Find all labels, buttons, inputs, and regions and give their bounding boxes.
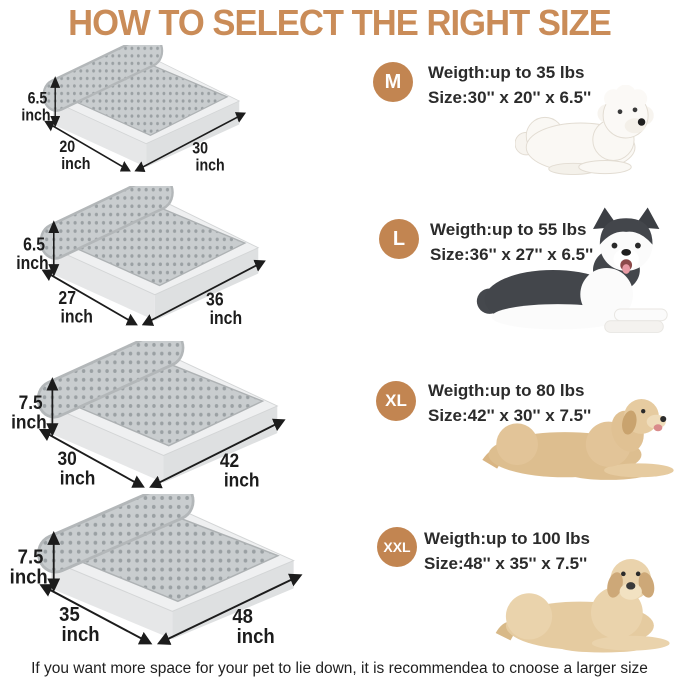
width-value: 35 [59,605,80,627]
size-info-xl: Weigth:up to 80 lbs Size:42'' x 30'' x 7… [428,378,591,428]
size-info-xxl: Weigth:up to 100 lbs Size:48'' x 35'' x … [424,526,590,576]
length-arrow [134,112,247,172]
bed-bolster [44,45,162,110]
length-value: 36 [206,289,224,310]
width-unit: inch [60,467,96,489]
width-value: 30 [57,447,76,469]
dog-nose [660,416,667,423]
dog-nose [626,582,636,590]
weight-text: Weigth:up to 100 lbs [424,529,590,548]
size-badge-l: L [379,219,419,259]
width-arrow [41,269,138,326]
size-text: Size:48'' x 35'' x 7.5'' [424,554,588,573]
pet-bed-image: 7.5 inch 35 inch 48 inch [10,494,303,649]
length-arrow [149,418,286,489]
weight-text: Weigth:up to 55 lbs [430,220,587,239]
width-unit: inch [62,625,100,647]
dog-nose [621,248,632,256]
size-badge-xxl: XXL [377,527,417,567]
height-value: 7.5 [19,391,43,413]
white-fluffy-dog-image [515,85,654,175]
length-value: 48 [232,607,253,629]
height-value: 6.5 [23,233,45,254]
length-value: 30 [192,140,208,158]
length-value: 42 [220,449,239,471]
height-value: 7.5 [18,547,44,569]
size-text: Size:36'' x 27'' x 6.5'' [430,245,594,264]
width-unit: inch [61,155,90,173]
width-arrow [38,428,145,488]
size-badge-m: M [373,62,413,102]
height-unit: inch [11,410,47,432]
length-arrow [156,573,303,645]
height-value: 6.5 [28,90,48,108]
size-badge-xl: XL [376,381,416,421]
length-unit: inch [237,627,275,649]
length-unit: inch [224,469,260,491]
footer-note: If you want more space for your pet to l… [31,660,648,677]
weight-text: Weigth:up to 80 lbs [428,381,585,400]
pet-bed-image: 6.5 inch 20 inch 30 inch [21,45,247,175]
height-unit: inch [10,567,48,589]
length-arrow [141,259,266,326]
labrador-dog-image [495,559,670,653]
husky-dog-image [476,207,668,333]
dog-mouth [653,424,663,432]
dog-tongue [622,264,631,274]
width-value: 20 [59,138,75,156]
width-value: 27 [58,287,76,308]
height-unit: inch [16,252,48,273]
size-info-l: Weigth:up to 55 lbs Size:36'' x 27'' x 6… [430,217,593,267]
length-unit: inch [210,307,242,328]
pet-bed-image: 7.5 inch 30 inch 42 inch [11,341,286,491]
pet-bed-image: 6.5 inch 27 inch 36 inch [16,186,266,328]
dog-ear [638,572,655,598]
height-unit: inch [21,106,50,124]
size-text: Size:42'' x 30'' x 7.5'' [428,406,592,425]
width-arrow [39,584,153,645]
golden-retriever-dog-image [482,399,674,480]
size-text: Size:30'' x 20'' x 6.5'' [428,88,592,107]
dog-nose [637,118,646,126]
width-arrow [44,120,131,172]
dog-ear [622,410,637,435]
width-unit: inch [60,305,92,326]
length-unit: inch [196,156,225,174]
weight-text: Weigth:up to 35 lbs [428,63,585,82]
page-title: HOW TO SELECT THE RIGHT SIZE [68,2,612,43]
dog-ear [607,572,623,598]
size-info-m: Weigth:up to 35 lbs Size:30'' x 20'' x 6… [428,60,591,110]
